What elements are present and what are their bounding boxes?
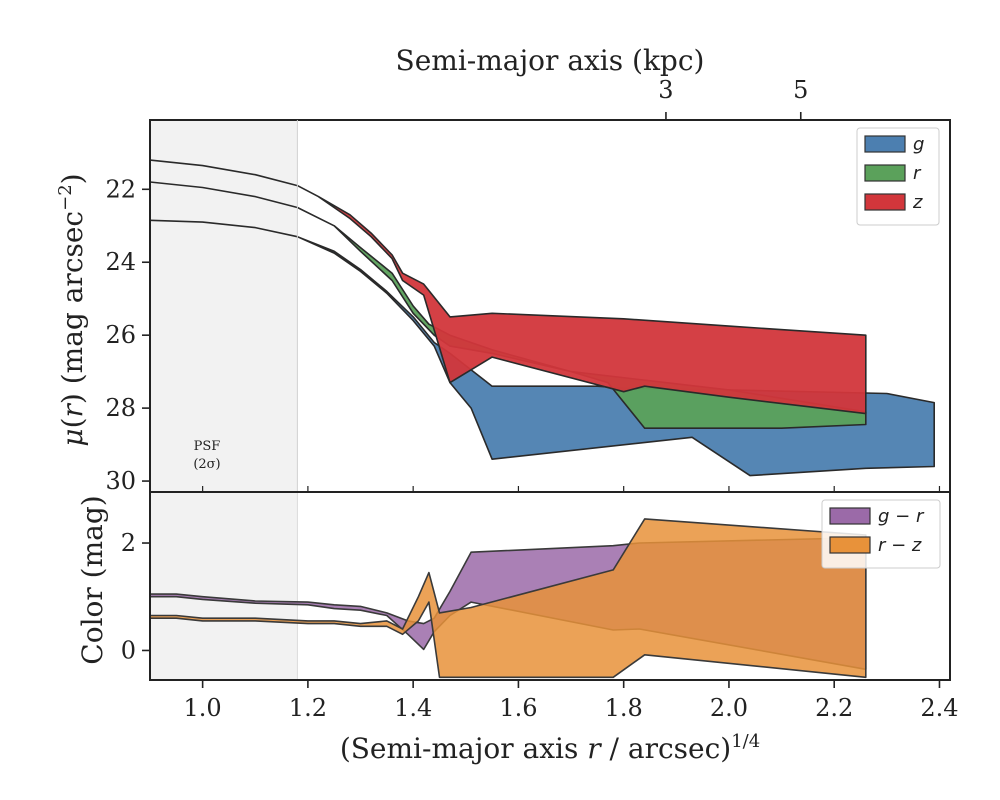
bottom-xtick-label-1.8: 1.8: [605, 694, 643, 722]
top-ytick-label-22: 22: [105, 175, 136, 203]
bottom-panel-frame: [149, 491, 951, 681]
color-series: [149, 518, 867, 679]
bottom-ytick-label-2: 2: [121, 529, 136, 557]
top-x-axis-title: Semi-major axis (kpc): [396, 44, 705, 77]
psf-shaded-band-bottom: [150, 492, 298, 680]
top-y-axis: 22 24 26 28 30: [105, 175, 150, 495]
psf-label: PSF: [194, 439, 221, 454]
bottom-xtick-label-2: 2.0: [710, 694, 748, 722]
bottom-xtick-label-1: 1.0: [184, 694, 222, 722]
bottom-xtick-label-1.6: 1.6: [499, 694, 537, 722]
surface-brightness-series: [149, 159, 935, 477]
top-ytick-label-24: 24: [105, 248, 136, 276]
top-legend-swatch-g: [864, 135, 906, 153]
top-legend-swatch-z: [864, 193, 906, 211]
kpc-tick-label-3: 3: [658, 76, 673, 104]
top-legend-swatch-r: [864, 164, 906, 182]
bottom-y-axis: 02: [121, 529, 150, 664]
bottom-xtick-label-2.4: 2.4: [920, 694, 958, 722]
top-legend-label-r: r: [913, 163, 922, 184]
bottom-legend-swatch-gr: [829, 507, 871, 525]
band-rz: [149, 518, 867, 679]
top-legend: grz: [856, 127, 940, 226]
top-ytick-label-28: 28: [105, 394, 136, 422]
top-legend-label-z: z: [912, 192, 923, 213]
top-y-axis-title: μ(r) (mag arcsec−2): [55, 173, 89, 446]
bottom-legend: g − r r − z: [821, 499, 941, 569]
color-panel: 02 1.0 1.2 1.4 1.6 1.8 2.0 2.2 2.4 (Semi-major …: [76, 486, 959, 765]
bottom-xtick-label-1.2: 1.2: [289, 694, 327, 722]
band-z: [149, 159, 867, 415]
top-legend-label-g: g: [913, 134, 924, 155]
top-x-axis-kpc: 351020305075100: [658, 76, 1000, 120]
kpc-tick-label-5: 5: [793, 76, 808, 104]
bottom-x-axis: 1.0 1.2 1.4 1.6 1.8 2.0 2.2 2.4: [184, 486, 959, 722]
bottom-xtick-label-1.4: 1.4: [394, 694, 432, 722]
bottom-xtick-label-2.2: 2.2: [815, 694, 853, 722]
bottom-y-axis-title: Color (mag): [76, 495, 109, 664]
kpc-tick-label-10: 10: [998, 76, 1000, 104]
top-ytick-label-26: 26: [105, 321, 136, 349]
bottom-ytick-label-0: 0: [121, 636, 136, 664]
top-ytick-label-30: 30: [105, 467, 136, 495]
psf-shaded-band: [150, 120, 298, 492]
bottom-x-axis-title: (Semi-major axis r / arcsec)1/4: [340, 731, 760, 765]
psf-sigma-label: (2σ): [193, 457, 220, 472]
bottom-legend-label-gr: g − r: [878, 506, 925, 527]
bottom-legend-swatch-rz: [829, 536, 871, 554]
bottom-legend-label-rz: r − z: [878, 535, 922, 556]
